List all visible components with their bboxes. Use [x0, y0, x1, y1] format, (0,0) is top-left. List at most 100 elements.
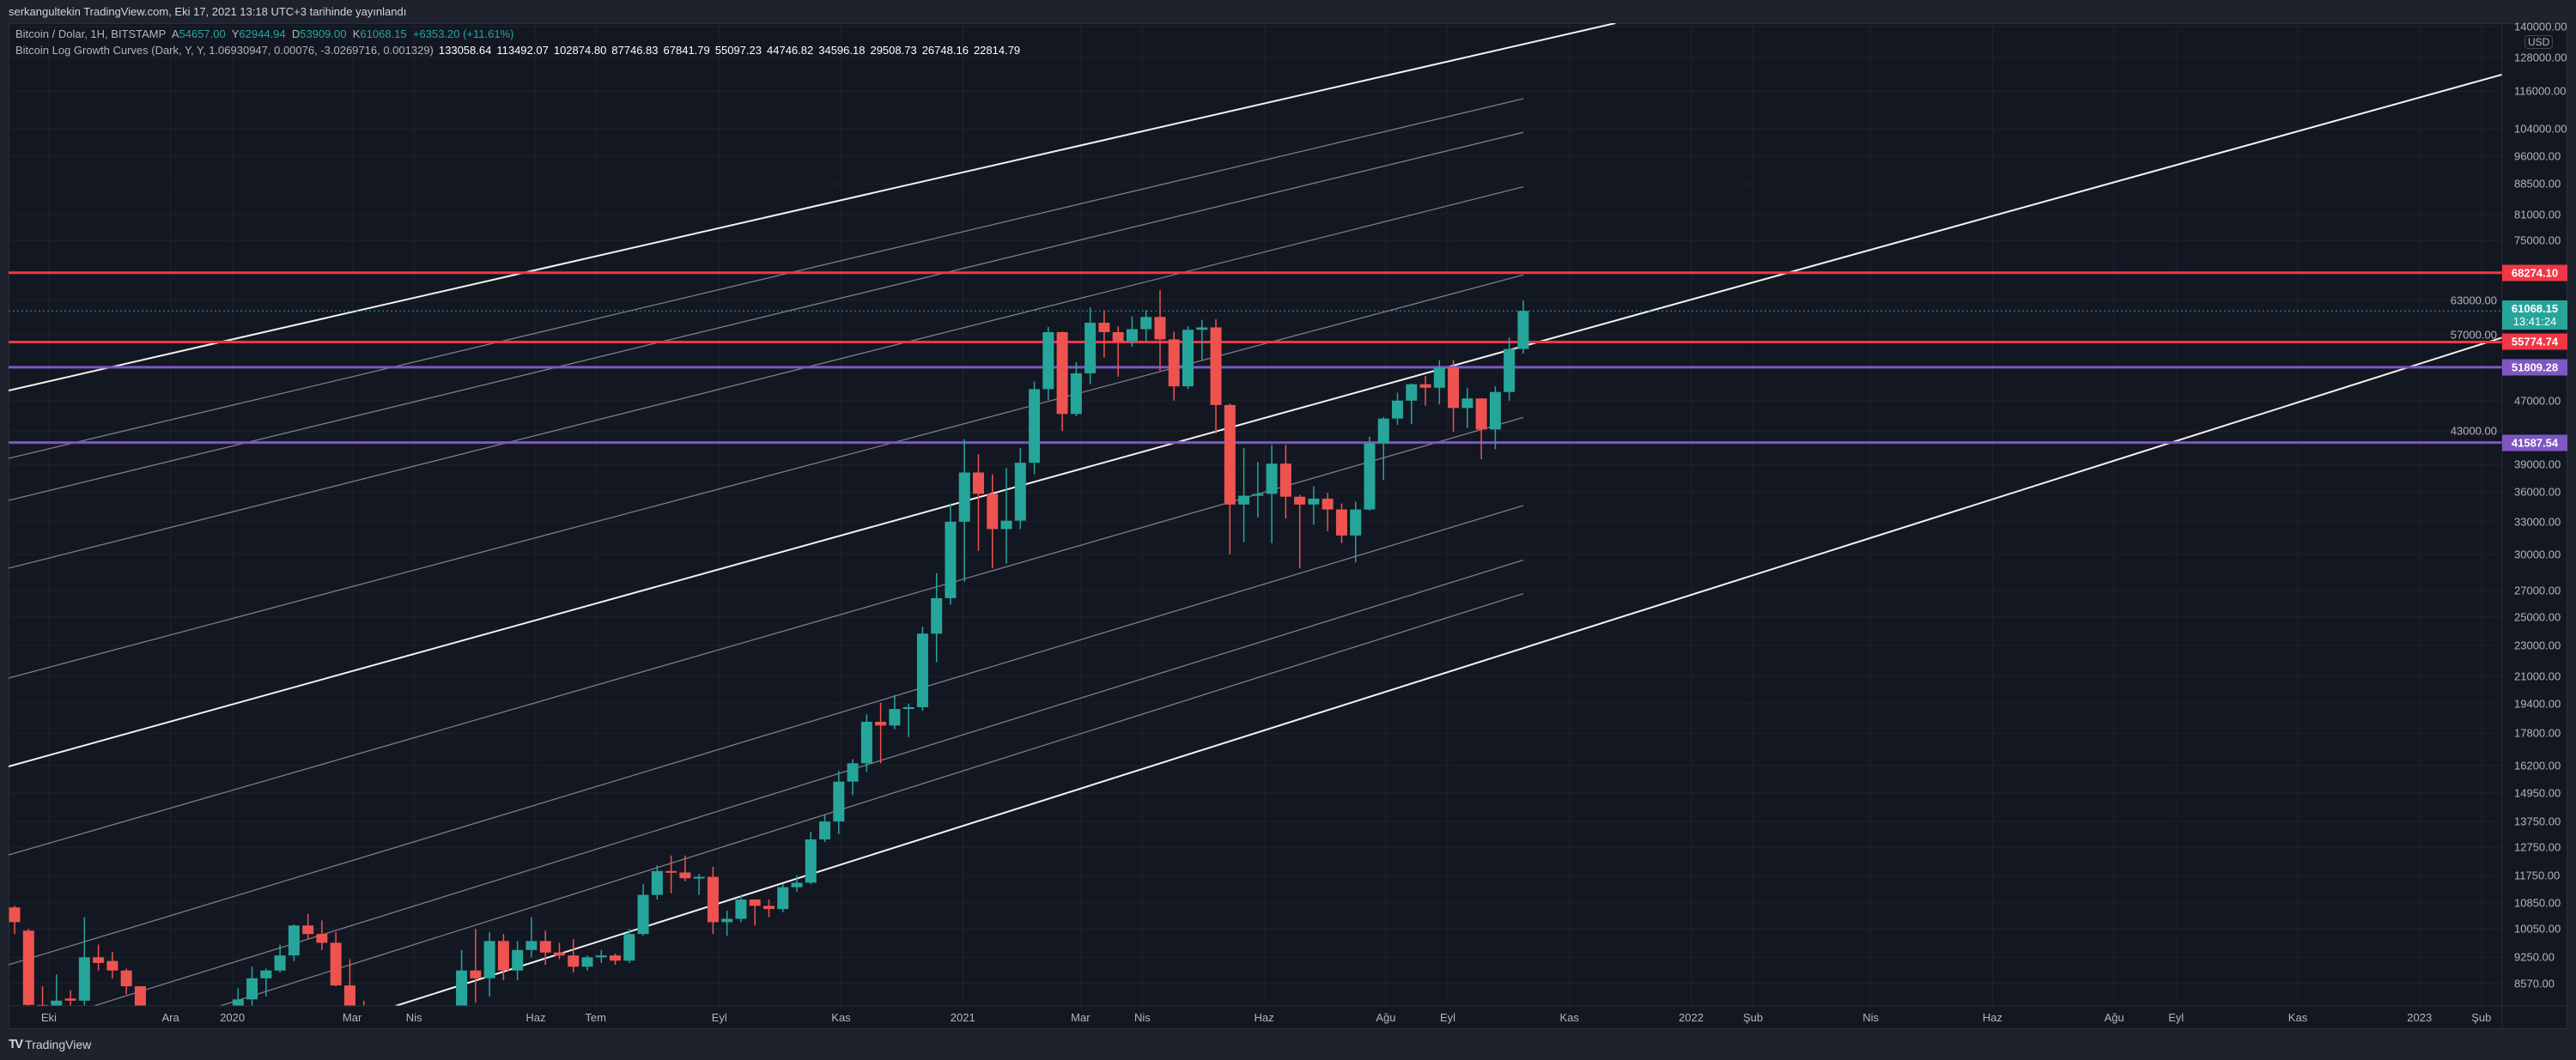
candle-up[interactable] — [1350, 501, 1362, 563]
candle-down[interactable] — [1224, 403, 1236, 554]
candle-up[interactable] — [483, 932, 495, 996]
candle-down[interactable] — [1419, 376, 1431, 406]
candle-down[interactable] — [553, 942, 565, 960]
candle-up[interactable] — [916, 626, 928, 712]
candle-up[interactable] — [931, 572, 943, 663]
candle-up[interactable] — [526, 917, 538, 958]
candle-up[interactable] — [623, 929, 635, 963]
candle-down[interactable] — [665, 855, 677, 893]
candle-down[interactable] — [987, 474, 999, 569]
candle-up[interactable] — [889, 694, 901, 730]
candle-up[interactable] — [1196, 319, 1208, 360]
candle-down[interactable] — [1294, 494, 1306, 569]
candle-down[interactable] — [1112, 326, 1124, 377]
candle-up[interactable] — [735, 894, 747, 923]
candle-up[interactable] — [1433, 360, 1445, 405]
candle-down[interactable] — [470, 929, 482, 1003]
candle-down[interactable] — [762, 899, 775, 918]
candle-up[interactable] — [1406, 383, 1418, 424]
candle-down[interactable] — [302, 913, 314, 940]
candle-up[interactable] — [78, 917, 90, 1006]
candle-up[interactable] — [1489, 386, 1501, 450]
candle-up[interactable] — [651, 865, 663, 900]
candle-down[interactable] — [707, 866, 719, 935]
candle-up[interactable] — [288, 924, 300, 961]
candle-up[interactable] — [246, 966, 258, 1006]
candle-down[interactable] — [1448, 360, 1460, 433]
candle-up[interactable] — [260, 968, 272, 996]
candle-up[interactable] — [512, 941, 524, 981]
candle-up[interactable] — [1029, 381, 1041, 475]
candle-up[interactable] — [958, 439, 970, 582]
candle-down[interactable] — [679, 855, 691, 881]
candle-up[interactable] — [1042, 326, 1054, 400]
candle-down[interactable] — [568, 939, 580, 972]
candle-down[interactable] — [539, 930, 551, 966]
candle-up[interactable] — [791, 875, 803, 893]
candle-down[interactable] — [1210, 318, 1222, 434]
candle-up[interactable] — [1364, 436, 1376, 511]
chart-area[interactable] — [9, 23, 2567, 1029]
candle-down[interactable] — [972, 454, 984, 551]
candle-up[interactable] — [1140, 310, 1152, 342]
candle-up[interactable] — [595, 949, 607, 963]
candle-up[interactable] — [1308, 486, 1320, 525]
candle-up[interactable] — [721, 910, 733, 936]
candle-up[interactable] — [274, 944, 286, 972]
candle-up[interactable] — [860, 714, 872, 772]
candle-up[interactable] — [456, 949, 468, 1006]
candle-up[interactable] — [833, 770, 845, 834]
candle-down[interactable] — [1279, 445, 1291, 519]
candle-down[interactable] — [749, 899, 761, 926]
candle-down[interactable] — [1335, 503, 1347, 543]
candle-down[interactable] — [120, 968, 132, 995]
candle-up[interactable] — [1377, 416, 1389, 480]
candle-down[interactable] — [9, 906, 21, 935]
candle-up[interactable] — [1126, 316, 1138, 348]
candle-down[interactable] — [64, 990, 76, 1006]
candle-up[interactable] — [1392, 392, 1404, 425]
candle-up[interactable] — [1504, 337, 1516, 401]
candle-down[interactable] — [1321, 493, 1334, 531]
candle-up[interactable] — [902, 703, 914, 737]
candle-up[interactable] — [1000, 468, 1012, 564]
candle-up[interactable] — [581, 955, 593, 971]
candle-up[interactable] — [1252, 462, 1264, 518]
candle-up[interactable] — [1238, 448, 1250, 542]
candle-up[interactable] — [693, 874, 705, 895]
candle-up[interactable] — [1182, 326, 1194, 390]
candle-up[interactable] — [819, 814, 831, 843]
candle-up[interactable] — [1461, 387, 1473, 428]
candle-up[interactable] — [805, 831, 817, 885]
candle-down[interactable] — [1154, 289, 1166, 371]
indicator-legend[interactable]: Bitcoin Log Growth Curves (Dark, Y, Y, 1… — [15, 44, 1020, 57]
candle-down[interactable] — [610, 954, 622, 966]
candle-down[interactable] — [22, 929, 34, 1006]
candle-up[interactable] — [232, 988, 244, 1006]
candle-up[interactable] — [1014, 448, 1026, 530]
candle-up[interactable] — [51, 974, 63, 1006]
candle-down[interactable] — [1475, 398, 1487, 460]
candle-down[interactable] — [330, 932, 342, 987]
candle-down[interactable] — [316, 920, 328, 950]
candle-down[interactable] — [1168, 331, 1180, 401]
candle-up[interactable] — [637, 884, 649, 936]
candle-up[interactable] — [1266, 445, 1278, 543]
candle-down[interactable] — [1056, 331, 1068, 432]
candle-up[interactable] — [847, 759, 859, 796]
candle-down[interactable] — [37, 986, 49, 1006]
candle-down[interactable] — [343, 959, 355, 1006]
candle-down[interactable] — [134, 986, 146, 1006]
candle-down[interactable] — [497, 934, 509, 981]
candle-up[interactable] — [777, 884, 789, 912]
candle-up[interactable] — [1084, 307, 1097, 385]
candle-up[interactable] — [945, 503, 957, 605]
candle-down[interactable] — [875, 702, 887, 764]
candle-down[interactable] — [93, 944, 105, 971]
candle-down[interactable] — [1098, 310, 1110, 358]
candle-up[interactable] — [1070, 361, 1082, 416]
currency-badge[interactable]: USD — [2524, 35, 2554, 49]
candle-up[interactable] — [1517, 300, 1529, 354]
symbol-legend[interactable]: Bitcoin / Dolar, 1H, BITSTAMP A54657.00 … — [15, 27, 513, 40]
